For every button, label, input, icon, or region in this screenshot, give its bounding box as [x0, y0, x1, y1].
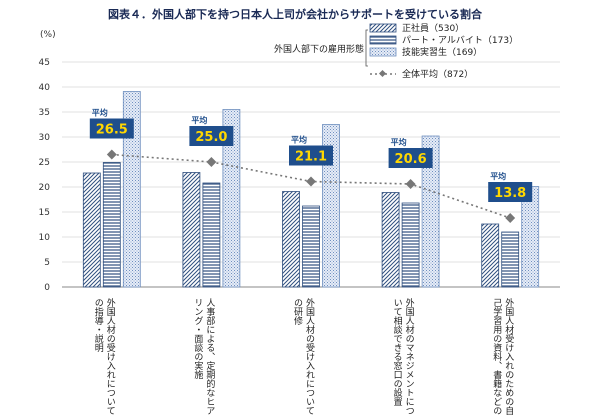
legend-average-marker [378, 69, 387, 78]
bar [202, 182, 221, 288]
legend-label: パート・アルバイト（173） [402, 35, 518, 46]
x-category-label: の指導・説明 [93, 298, 104, 353]
bar [501, 231, 520, 288]
legend: 外国人部下の雇用形態 正社員（530）パート・アルバイト（173）技能実習生（16… [274, 22, 518, 80]
y-tick-label: 25 [39, 158, 50, 168]
chart-title: 図表４．外国人部下を持つ日本人上司が会社からサポートを受けている割合 [108, 8, 482, 21]
x-category-label: 外国人材受け入れのための自 [503, 297, 514, 415]
average-value-box [189, 126, 234, 146]
bar [282, 191, 300, 288]
legend-label: 技能実習生（169） [402, 46, 482, 58]
y-tick-label: 30 [39, 133, 51, 143]
y-tick-label: 10 [39, 233, 51, 243]
bar [102, 162, 121, 288]
bar [122, 91, 141, 288]
x-category-label: 外国人材のマネジメントにつ [404, 297, 415, 415]
y-tick-label: 0 [44, 283, 50, 293]
average-line-group: 26.5 平均 25.0 平均 21.1 平均 20.6 平均 13.8 平均 [89, 108, 533, 223]
y-axis-ticks: 0 5 10 15 20 25 30 35 40 45 [39, 58, 51, 293]
bar [421, 135, 440, 288]
x-category-label: いて相談できる窓口の設置 [392, 298, 403, 406]
average-caption: 平均 [291, 135, 307, 145]
x-category-label: 外国人材の受け入れについて [105, 297, 116, 415]
bar [302, 205, 320, 288]
bar [481, 223, 500, 288]
average-caption: 平均 [191, 115, 207, 125]
legend-swatch [369, 47, 397, 57]
legend-label: 全体平均（872） [402, 68, 473, 80]
average-value-box [488, 182, 533, 202]
y-tick-label: 20 [39, 183, 51, 193]
average-value-box [388, 148, 433, 168]
average-point [206, 157, 217, 167]
bar [222, 109, 241, 288]
average-point [505, 213, 516, 223]
legend-bracket [365, 29, 368, 67]
average-value-label: 25.0 [195, 130, 227, 145]
average-value-label: 26.5 [96, 123, 128, 138]
bar [401, 202, 420, 288]
bars-group [82, 91, 540, 288]
x-category-label: リング・面談の実施 [192, 298, 203, 380]
average-caption: 平均 [391, 137, 407, 147]
y-tick-label: 5 [44, 258, 50, 268]
legend-label: 正社員（530） [402, 22, 464, 34]
x-category-label: 外国人材の受け入れについて [304, 297, 315, 415]
legend-swatch [369, 35, 397, 45]
average-value-label: 21.1 [295, 150, 327, 165]
y-tick-label: 15 [39, 208, 50, 218]
bar [182, 172, 201, 288]
average-caption: 平均 [92, 108, 108, 118]
average-point [306, 176, 316, 187]
y-tick-label: 35 [39, 108, 50, 118]
average-point [405, 179, 416, 189]
average-value-box [89, 118, 134, 139]
x-category-label: 己学習用の資料、書籍などの配布 [491, 298, 502, 415]
average-caption: 平均 [490, 171, 506, 181]
legend-swatch [369, 23, 397, 33]
legend-title: 外国人部下の雇用形態 [274, 43, 364, 55]
average-value-box [289, 145, 333, 166]
y-tick-label: 45 [39, 58, 50, 68]
x-category-label: 人事部による、定期的なヒア [204, 298, 215, 415]
x-category-label: の研修 [292, 298, 303, 326]
average-point [106, 149, 117, 160]
average-value-label: 13.8 [494, 186, 526, 201]
average-value-label: 20.6 [395, 152, 427, 167]
y-tick-label: 40 [39, 83, 51, 93]
y-axis-unit-label: (%) [40, 30, 56, 40]
bar [381, 192, 400, 288]
bar [82, 172, 101, 288]
